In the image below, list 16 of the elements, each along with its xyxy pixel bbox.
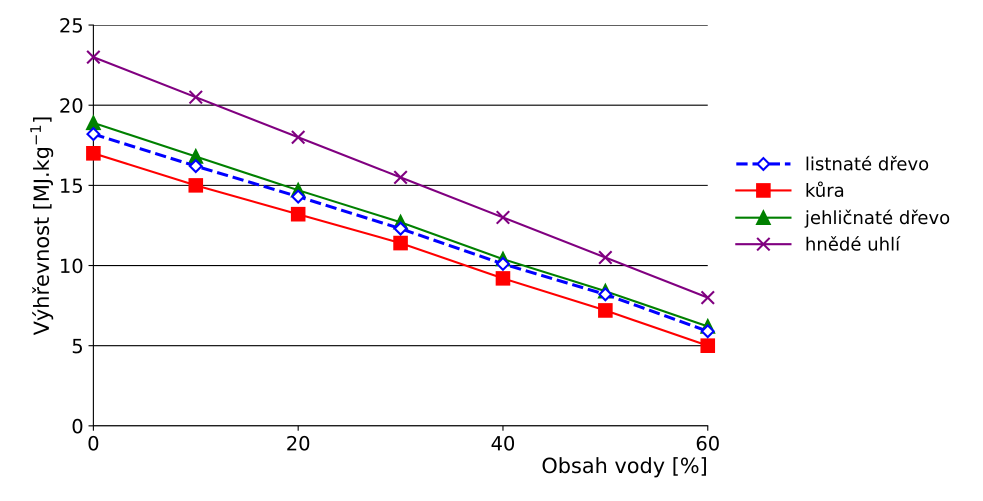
legend-label: listnaté dřevo: [806, 156, 928, 171]
y-tick-label: 10: [61, 258, 82, 274]
y-tick-label: 0: [72, 418, 82, 434]
x-axis-title: Obsah vody [%]: [542, 457, 706, 478]
y-tick-label: 25: [60, 18, 82, 33]
x-tick-label: 40: [492, 436, 514, 451]
y-tick-label: 20: [60, 98, 82, 113]
y-tick-label: 5: [72, 338, 82, 354]
y-tick-label: 15: [61, 178, 82, 194]
x-tick-label: 0: [88, 436, 98, 451]
legend-label: hnědé uhlí: [806, 236, 901, 251]
legend-label: kůra: [806, 181, 844, 198]
x-tick-label: 60: [696, 436, 719, 451]
legend-label: jehličnaté dřevo: [804, 210, 950, 228]
y-axis-title: Výhřevnost [MJ.kg$^{−1}$]: [30, 117, 54, 336]
x-tick-label: 20: [287, 436, 310, 451]
